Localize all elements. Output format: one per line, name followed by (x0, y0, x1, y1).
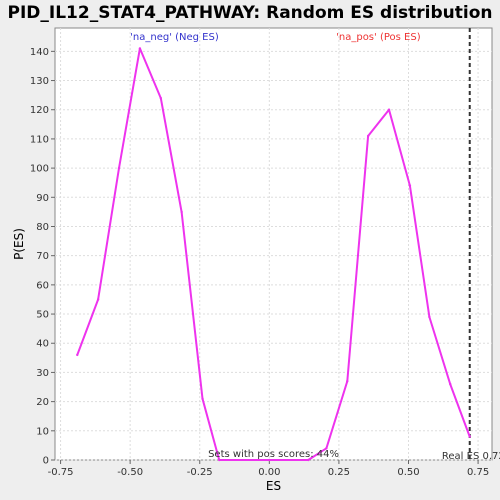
x-tick-label: 0.75 (467, 467, 489, 478)
x-tick-label: -0.25 (187, 467, 213, 478)
pos-scores-label: Sets with pos scores: 44% (208, 449, 339, 460)
y-tick-label: 70 (36, 251, 49, 262)
es-distribution-point (201, 397, 204, 400)
plot-area (54, 27, 493, 461)
y-tick-label: 100 (30, 164, 49, 175)
neg-es-label: 'na_neg' (Neg ES) (130, 32, 219, 43)
x-axis-label: ES (266, 479, 281, 493)
y-tick-label: 30 (36, 368, 49, 379)
y-tick-label: 10 (36, 426, 49, 437)
y-tick-label: 20 (36, 397, 49, 408)
y-axis: 0 10 20 30 40 50 60 70 80 90 100 110 120 130 140 (30, 47, 55, 467)
es-distribution-point (117, 166, 121, 170)
y-tick-label: 140 (30, 47, 49, 58)
x-tick-label: -0.50 (117, 467, 143, 478)
y-tick-label: 40 (36, 339, 49, 350)
es-distribution-point (346, 379, 349, 383)
y-tick-label: 130 (30, 76, 49, 87)
y-axis-label: P(ES) (12, 228, 26, 260)
pos-es-label: 'na_pos' (Pos ES) (336, 32, 421, 43)
y-tick-label: 60 (36, 280, 49, 291)
es-distribution-point (180, 210, 183, 214)
es-distribution-point (76, 353, 79, 357)
series-layer (76, 47, 471, 462)
x-axis: -0.75 -0.50 -0.25 0.00 0.25 0.50 0.75 (48, 460, 489, 478)
x-tick-label: 0.00 (258, 467, 280, 478)
es-distribution-point (96, 298, 100, 301)
y-tick-label: 110 (30, 134, 49, 145)
es-distribution-point (159, 96, 162, 100)
es-distribution-point (449, 382, 452, 386)
x-tick-label: -0.75 (48, 467, 74, 478)
es-distribution-point (307, 458, 310, 462)
es-distribution-point (268, 458, 271, 462)
es-distribution-point (366, 134, 370, 138)
chart-title: PID_IL12_STAT4_PATHWAY: Random ES distri… (8, 3, 493, 23)
x-tick-label: 0.50 (397, 467, 419, 478)
es-distribution-point (468, 435, 471, 438)
y-tick-label: 120 (30, 105, 49, 116)
es-distribution-point (325, 447, 328, 450)
es-distribution-point (428, 315, 431, 319)
x-tick-label: 0.25 (328, 467, 350, 478)
es-distribution-point (218, 458, 221, 462)
y-tick-label: 0 (43, 456, 49, 467)
es-distribution-point (408, 184, 412, 187)
es-distribution-line (76, 47, 471, 461)
grid-layer (55, 28, 492, 461)
es-distribution-point (138, 47, 142, 50)
real-es-label: Real ES 0.72 (442, 451, 500, 462)
es-distribution-point (387, 108, 391, 111)
y-tick-label: 50 (36, 310, 49, 321)
y-tick-label: 90 (36, 193, 49, 204)
y-tick-label: 80 (36, 222, 49, 233)
